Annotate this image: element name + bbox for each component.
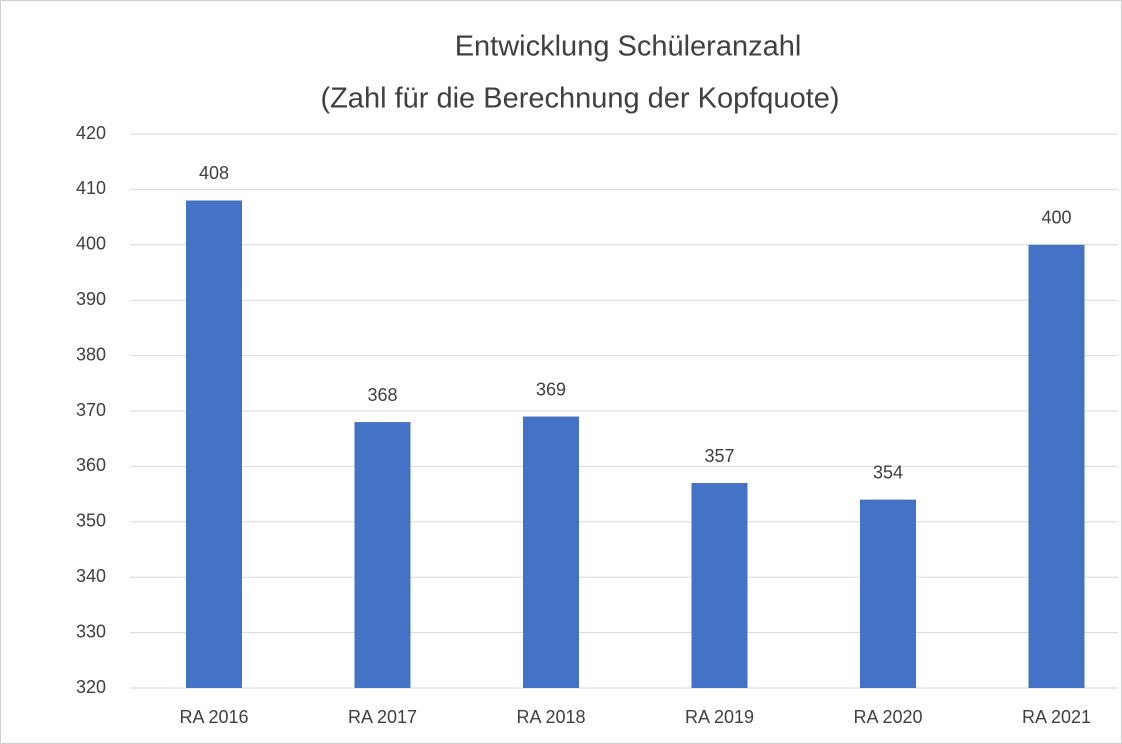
y-tick-label: 320 [76,677,106,697]
bar [354,422,411,688]
y-tick-label: 360 [76,455,106,475]
y-tick-label: 350 [76,511,106,531]
x-tick-label: RA 2018 [516,707,585,727]
data-label: 369 [536,379,566,399]
data-label: 408 [199,163,229,183]
x-tick-label: RA 2016 [179,707,248,727]
bar [1028,244,1085,689]
data-label: 354 [873,462,903,482]
x-tick-label: RA 2019 [685,707,754,727]
data-label: 400 [1041,208,1071,228]
y-tick-label: 390 [76,289,106,309]
y-tick-label: 330 [76,621,106,641]
chart-title: (Zahl für die Berechnung der Kopfquote) [320,83,839,115]
y-tick-label: 380 [76,344,106,364]
chart-title: Entwicklung Schüleranzahl [455,31,802,63]
bar [523,416,579,688]
data-label: 368 [367,385,397,405]
bar [691,483,748,688]
y-tick-label: 400 [76,234,106,254]
y-tick-label: 420 [76,123,106,143]
x-tick-label: RA 2017 [348,707,417,727]
data-label: 357 [704,446,734,466]
y-tick-label: 340 [76,566,106,586]
bar [186,200,242,689]
y-tick-label: 410 [76,178,106,198]
x-tick-label: RA 2021 [1022,707,1091,727]
bar [860,499,916,688]
y-tick-label: 370 [76,400,106,420]
x-tick-label: RA 2020 [853,707,922,727]
